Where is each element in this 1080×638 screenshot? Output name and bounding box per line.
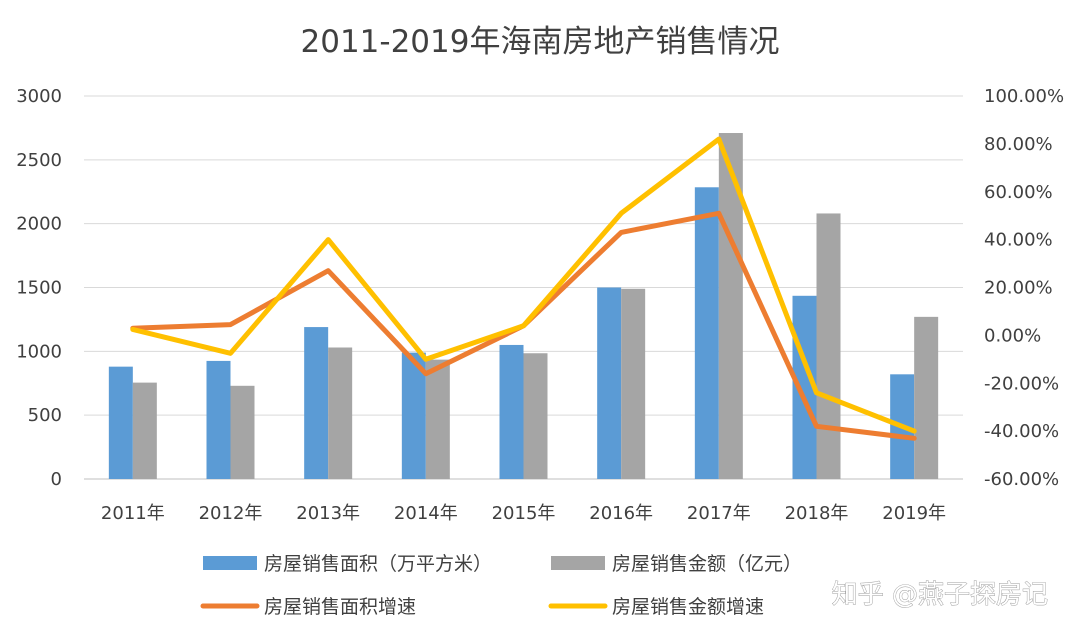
y-left-tick-label: 2500	[16, 150, 62, 171]
y-axis-left: 0 500 1000 1500 2000 2500 3000	[16, 86, 62, 490]
y-left-tick-label: 1000	[16, 341, 62, 362]
bar-amount	[328, 347, 353, 479]
lines	[130, 136, 917, 441]
bar-amount	[621, 288, 646, 479]
bar-amount	[230, 385, 255, 479]
x-tick-label: 2012年	[199, 503, 263, 524]
y-right-tick-label: -20.00%	[984, 373, 1059, 394]
legend: 房屋销售面积（万平方米） 房屋销售金额（亿元） 房屋销售面积增速 房屋销售金额增速	[200, 553, 802, 618]
y-right-tick-label: 0.00%	[984, 325, 1041, 346]
chart-title: 2011-2019年海南房地产销售情况	[301, 24, 780, 60]
x-tick-label: 2011年	[101, 503, 165, 524]
bar-amount	[425, 359, 450, 479]
bar-amount	[523, 353, 548, 479]
bar-area	[694, 187, 719, 479]
x-tick-label: 2017年	[687, 503, 751, 524]
y-left-tick-label: 1500	[16, 278, 62, 299]
legend-area-label: 房屋销售面积（万平方米）	[264, 553, 492, 575]
bar-amount	[132, 382, 157, 479]
y-left-tick-label: 3000	[16, 86, 62, 107]
bar-amount	[718, 133, 743, 480]
y-right-tick-label: -60.00%	[984, 469, 1059, 490]
amount-growth-line	[130, 136, 917, 434]
x-tick-label: 2016年	[589, 503, 653, 524]
x-tick-label: 2018年	[785, 503, 849, 524]
y-left-tick-label: 0	[51, 469, 62, 490]
bar-area	[206, 360, 231, 479]
bar-area	[304, 327, 329, 479]
bar-amount	[914, 316, 939, 479]
x-axis: 2011年 2012年 2013年 2014年 2015年 2016年 2017年 2018年…	[101, 503, 946, 524]
bar-amount	[816, 213, 841, 479]
y-left-tick-label: 2000	[16, 214, 62, 235]
y-left-tick-label: 500	[28, 405, 62, 426]
bar-area	[401, 352, 426, 479]
y-right-tick-label: 80.00%	[984, 134, 1053, 155]
x-tick-label: 2015年	[492, 503, 556, 524]
bar-area	[499, 344, 524, 479]
x-tick-label: 2013年	[296, 503, 360, 524]
legend-area-growth-label: 房屋销售面积增速	[264, 596, 416, 618]
y-right-tick-label: 40.00%	[984, 230, 1053, 251]
bars	[108, 133, 939, 480]
y-right-tick-label: 60.00%	[984, 182, 1053, 203]
y-axis-right: -60.00% -40.00% -20.00% 0.00% 20.00% 40.00% 60…	[984, 86, 1064, 490]
legend-amount-swatch	[551, 556, 605, 570]
bar-area	[108, 366, 133, 479]
watermark: 知乎 @燕子探房记	[832, 580, 1048, 610]
y-right-tick-label: -40.00%	[984, 421, 1059, 442]
legend-amount-growth-label: 房屋销售金额增速	[612, 596, 764, 618]
bar-area	[597, 287, 622, 479]
legend-area-swatch	[203, 556, 257, 570]
y-right-tick-label: 20.00%	[984, 278, 1053, 299]
y-right-tick-label: 100.00%	[984, 86, 1064, 107]
legend-amount-label: 房屋销售金额（亿元）	[612, 553, 802, 575]
x-tick-label: 2019年	[882, 503, 946, 524]
x-tick-label: 2014年	[394, 503, 458, 524]
